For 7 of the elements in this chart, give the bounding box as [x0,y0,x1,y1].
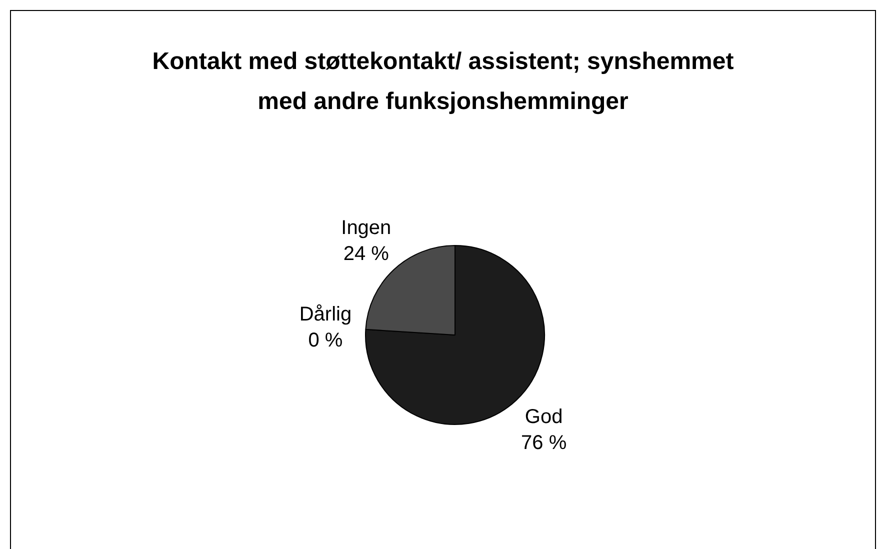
data-label: 24 % [343,242,390,265]
data-label: 76 % [521,432,567,454]
slice-label: Ingen [341,216,392,239]
slice-label: God [524,406,563,428]
chart-title: Kontakt med støttekontakt/ assistent; synshemmet med andre funksjonshemminger [151,47,735,117]
category-label: Dårlig [299,303,352,326]
text: 0 % [308,329,343,352]
